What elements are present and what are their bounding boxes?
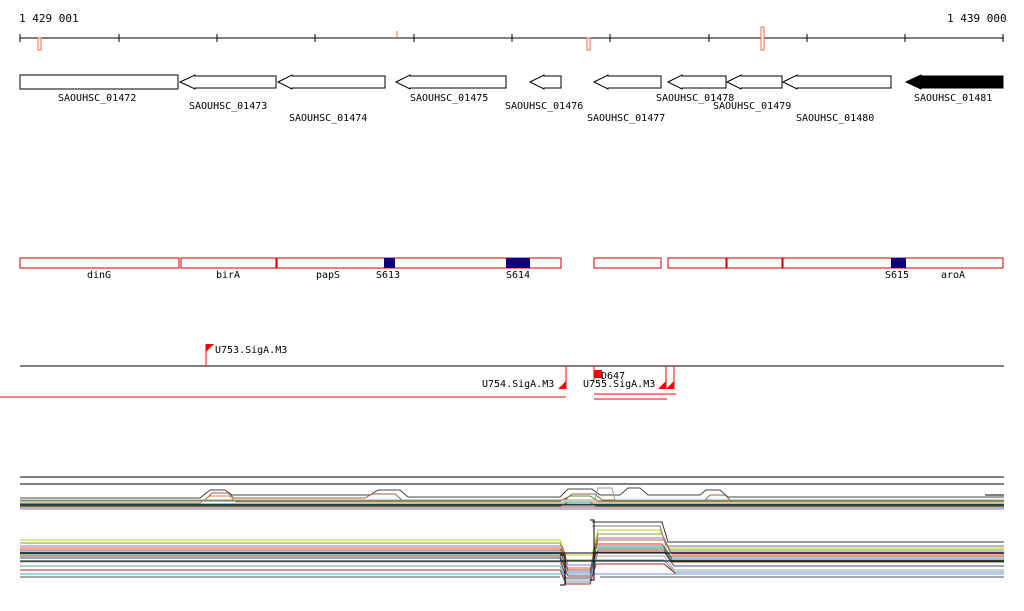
coordinate-ruler: [19, 26, 1004, 51]
gene-arrow[interactable]: [394, 74, 507, 90]
promoter-track: U753.SigA.M3 U754.SigA.M3 D647 U755.SigA…: [0, 344, 1004, 400]
annotation-box[interactable]: [667, 257, 727, 269]
gene-label: SAOUHSC_01479: [713, 101, 791, 112]
gene-arrow[interactable]: [592, 74, 662, 90]
annotation-box[interactable]: [19, 257, 180, 269]
gene-label: SAOUHSC_01474: [289, 113, 367, 124]
annotation-box[interactable]: [276, 257, 562, 269]
gene-arrow[interactable]: [904, 74, 1004, 90]
annotation-box[interactable]: [180, 257, 277, 269]
gene-arrow[interactable]: [276, 74, 386, 90]
expression-profiles: [20, 476, 1004, 586]
promoter-d647[interactable]: D647: [594, 370, 625, 382]
promoter-u755[interactable]: U755.SigA.M3: [583, 379, 674, 390]
promoter-u753[interactable]: U753.SigA.M3: [205, 344, 287, 366]
gene-arrow[interactable]: [666, 74, 727, 90]
gene-label: SAOUHSC_01478: [656, 93, 734, 104]
promoter-label: U754.SigA.M3: [482, 379, 554, 390]
feature-label: S615: [885, 270, 909, 281]
promoter-label: U753.SigA.M3: [215, 345, 287, 356]
gene-arrow[interactable]: [19, 74, 179, 90]
annotation-label: dinG: [87, 270, 111, 281]
ruler-start-coordinate: 1 429 001: [19, 12, 79, 25]
gene-arrow[interactable]: [781, 74, 892, 90]
feature-blocks: [384, 258, 906, 268]
promoter-label: U755.SigA.M3: [583, 379, 655, 390]
gene-label: SAOUHSC_01476: [505, 101, 583, 112]
promoter-label: D647: [601, 371, 625, 382]
feature-block[interactable]: [384, 258, 395, 268]
annotation-label: aroA: [941, 270, 965, 281]
annotation-label: birA: [216, 270, 240, 281]
gene-label: SAOUHSC_01481: [914, 93, 992, 104]
feature-block[interactable]: [891, 258, 906, 268]
gene-label: SAOUHSC_01473: [189, 101, 267, 112]
gene-label: SAOUHSC_01475: [410, 93, 488, 104]
annotation-box[interactable]: [726, 257, 783, 269]
feature-label: S613: [376, 270, 400, 281]
promoter-u754[interactable]: U754.SigA.M3: [482, 379, 566, 390]
ruler-marker: [586, 37, 591, 51]
gene-labels: SAOUHSC_01472 SAOUHSC_01473 SAOUHSC_0147…: [58, 93, 992, 124]
annotation-labels: dinG birA papS S613 S614 S615 aroA: [87, 270, 965, 281]
feature-label: S614: [506, 270, 530, 281]
gene-arrow[interactable]: [178, 74, 277, 90]
gene-arrow[interactable]: [725, 74, 783, 90]
ruler-end-coordinate: 1 439 000: [947, 12, 1007, 25]
annotation-label: papS: [316, 270, 340, 281]
gene-track: [19, 74, 1004, 90]
gene-label: SAOUHSC_01477: [587, 113, 665, 124]
annotation-box[interactable]: [593, 257, 662, 269]
feature-block[interactable]: [506, 258, 530, 268]
gene-label: SAOUHSC_01480: [796, 113, 874, 124]
gene-label: SAOUHSC_01472: [58, 93, 136, 104]
ruler-marker: [37, 37, 42, 51]
ruler-marker: [760, 26, 765, 51]
gene-arrow[interactable]: [528, 74, 562, 90]
